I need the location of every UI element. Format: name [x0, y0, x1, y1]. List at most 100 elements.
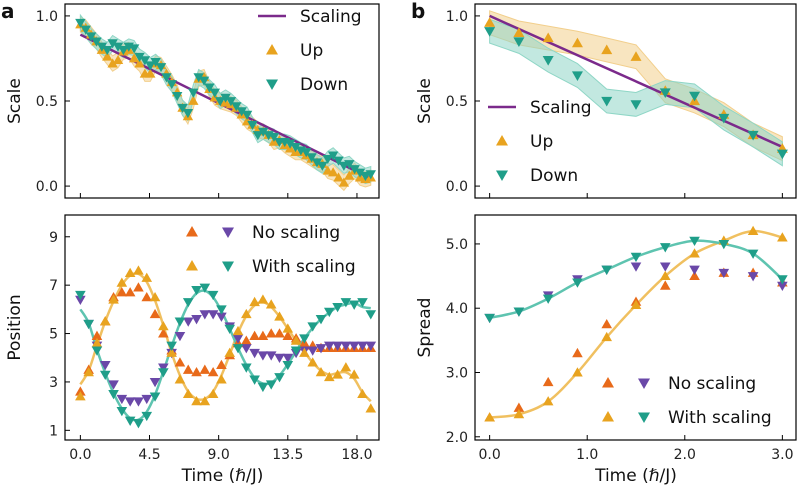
no-scaling-down-marker — [348, 341, 360, 351]
y-tick-label: 1.0 — [446, 9, 468, 25]
no-scaling-down-marker — [659, 262, 671, 272]
with-scaling-down-marker — [315, 315, 327, 325]
down-marker — [344, 160, 355, 170]
no-scaling-down-marker — [307, 346, 318, 356]
confidence-band — [489, 18, 783, 167]
with-scaling-down-marker — [141, 411, 153, 422]
panel-b-top: 0.0 0.5 1.0 Scale b Scaling Up Down — [411, 0, 797, 199]
down-marker — [630, 100, 642, 110]
up-marker — [630, 51, 642, 61]
no-scaling-down-marker — [149, 377, 161, 388]
y-tick-label: 4.0 — [446, 301, 468, 317]
with-scaling-up-marker — [365, 403, 377, 413]
with-scaling-down-marker — [513, 307, 525, 317]
down-marker — [134, 52, 145, 62]
down-marker — [747, 130, 759, 141]
down-marker — [96, 42, 108, 52]
with-scaling-down-marker — [158, 368, 169, 378]
x-tick-label: 1.0 — [576, 447, 598, 463]
down-marker — [80, 25, 91, 35]
y-tick-label: 0.5 — [446, 94, 468, 110]
x-tick-label: 4.5 — [138, 447, 160, 463]
legend: Scaling Up Down — [488, 98, 592, 186]
no-scaling-down-marker — [282, 353, 294, 364]
up-marker — [333, 172, 344, 182]
down-marker — [484, 27, 496, 37]
y-tick-label: 0.5 — [36, 94, 58, 110]
up-marker — [112, 54, 124, 65]
x-tick-label: 0.0 — [479, 447, 501, 463]
down-marker — [718, 113, 730, 124]
no-scaling-up-marker — [241, 335, 252, 345]
legend-with-scaling-up-swatch — [602, 411, 614, 422]
with-scaling-down-marker — [83, 319, 94, 330]
with-scaling-up-marker — [630, 299, 642, 309]
up-marker — [601, 44, 613, 55]
panel-a-top: 0.0 0.5 1.0 Scale a Scaling Up Down — [1, 0, 380, 199]
with-scaling-up-marker — [348, 369, 360, 379]
down-marker — [150, 57, 161, 68]
no-scaling-down-marker — [357, 341, 368, 351]
down-marker — [311, 158, 323, 168]
x-tick-label: 0.0 — [69, 447, 91, 463]
down-marker — [155, 63, 167, 73]
down-marker — [231, 102, 242, 112]
with-scaling-down-marker — [75, 290, 86, 301]
no-scaling-down-marker — [199, 310, 211, 320]
down-marker — [776, 149, 788, 160]
panel-a-bottom: 1 3 5 7 9 0.0 4.5 9.0 13.5 18.0 Position Time (ℏ/J)… — [5, 214, 380, 486]
no-scaling-up-marker — [689, 270, 700, 281]
down-marker — [252, 131, 264, 141]
with-scaling-down-marker — [207, 290, 219, 301]
y-axis-label: Spread — [415, 298, 435, 358]
with-scaling-up-marker — [199, 395, 211, 406]
with-scaling-down-marker — [99, 370, 111, 380]
down-marker — [258, 127, 269, 137]
no-scaling-up-marker — [216, 359, 227, 369]
legend-no-scaling-up-swatch — [186, 226, 198, 237]
legend-scaling-label: Scaling — [530, 98, 592, 118]
no-scaling-up-marker — [141, 291, 153, 302]
no-scaling-up-marker — [207, 366, 219, 377]
down-marker — [241, 110, 253, 120]
down-marker — [161, 73, 172, 83]
down-marker — [75, 18, 86, 28]
with-scaling-up-marker — [224, 347, 236, 357]
up-marker — [571, 37, 583, 48]
with-scaling-up-marker — [133, 265, 144, 275]
with-scaling-down-marker — [365, 310, 377, 320]
y-tick-label: 3.0 — [446, 366, 468, 382]
with-scaling-up-marker — [290, 335, 302, 345]
no-scaling-down-marker — [174, 331, 186, 342]
with-scaling-down-marker — [718, 239, 730, 250]
legend-with-scaling-up-swatch — [186, 260, 198, 271]
with-scaling-down-marker — [149, 392, 161, 402]
with-scaling-down-marker — [659, 243, 671, 253]
no-scaling-up-marker — [542, 376, 554, 387]
no-scaling-up-marker — [124, 287, 136, 297]
down-marker — [214, 97, 226, 107]
with-scaling-up-marker — [191, 395, 202, 406]
no-scaling-up-marker — [257, 330, 269, 340]
with-scaling-down-marker — [689, 236, 700, 247]
down-marker — [188, 88, 199, 98]
no-scaling-down-marker — [340, 341, 352, 351]
with-scaling-down-marker — [91, 346, 103, 356]
legend: No scaling With scaling — [602, 374, 772, 428]
with-scaling-down-marker — [340, 298, 352, 308]
no-scaling-down-marker — [108, 380, 119, 390]
down-marker — [317, 161, 328, 171]
plot-frame — [474, 214, 797, 441]
with-scaling-down-marker — [348, 300, 360, 310]
legend-down-swatch — [496, 170, 508, 181]
with-scaling-up-marker — [340, 362, 352, 372]
y-tick-label: 7 — [49, 278, 58, 294]
with-scaling-down-marker — [116, 406, 128, 417]
no-scaling-down-marker — [124, 397, 136, 407]
up-marker — [542, 32, 554, 43]
with-scaling-up-marker — [207, 388, 219, 399]
no-scaling-up-marker — [91, 330, 103, 340]
with-scaling-down-marker — [307, 322, 318, 332]
no-scaling-down-marker — [257, 351, 269, 361]
no-scaling-down-marker — [265, 351, 277, 361]
